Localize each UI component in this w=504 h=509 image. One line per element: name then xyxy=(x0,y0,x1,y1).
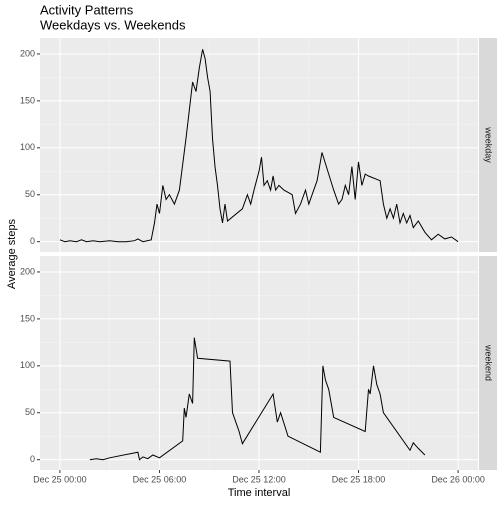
x-tick-label: Dec 26 00:00 xyxy=(431,474,485,484)
y-tick-label: 150 xyxy=(20,95,35,105)
x-axis-label: Time interval xyxy=(228,487,291,499)
chart-subtitle: Weekdays vs. Weekends xyxy=(40,17,186,32)
data-line xyxy=(89,337,426,461)
y-tick-label: 50 xyxy=(25,407,35,417)
x-tick-label: Dec 25 18:00 xyxy=(332,474,386,484)
data-line xyxy=(59,49,459,243)
facet-label: weekday xyxy=(484,126,494,163)
y-tick-label: 100 xyxy=(20,142,35,152)
x-tick-label: Dec 25 12:00 xyxy=(232,474,286,484)
facet-label: weekend xyxy=(484,344,494,381)
y-tick-label: 150 xyxy=(20,313,35,323)
chart-title: Activity Patterns xyxy=(40,2,134,17)
y-tick-label: 50 xyxy=(25,189,35,199)
y-axis-label: Average steps xyxy=(6,218,18,289)
y-tick-label: 0 xyxy=(30,454,35,464)
y-tick-label: 100 xyxy=(20,360,35,370)
y-tick-label: 200 xyxy=(20,48,35,58)
strip-background xyxy=(479,38,497,252)
x-tick-label: Dec 25 06:00 xyxy=(133,474,187,484)
strip-background xyxy=(479,256,497,470)
y-tick-label: 200 xyxy=(20,266,35,276)
y-tick-label: 0 xyxy=(30,236,35,246)
x-tick-label: Dec 25 00:00 xyxy=(33,474,87,484)
